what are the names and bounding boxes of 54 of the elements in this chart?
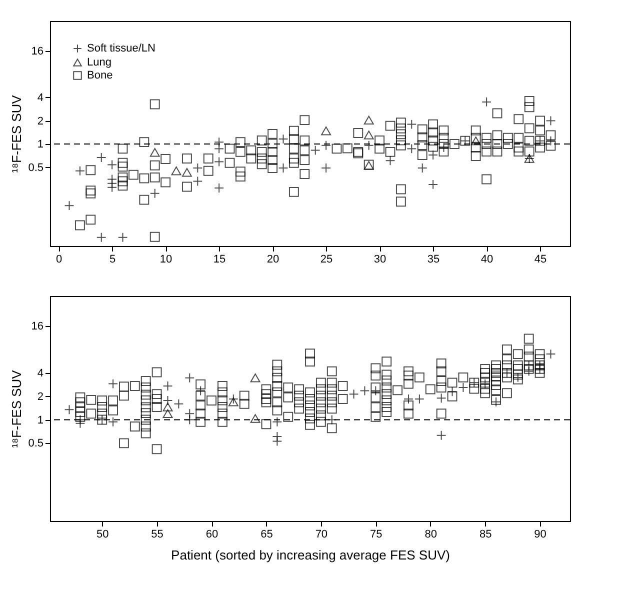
point	[364, 160, 374, 170]
y-tick-label: 4	[37, 92, 44, 104]
x-tick-label: 20	[266, 254, 280, 266]
point	[534, 364, 545, 374]
point	[524, 360, 534, 370]
y-tick-label: 16	[31, 45, 44, 58]
x-tick-label: 15	[213, 254, 226, 266]
point	[162, 409, 173, 418]
point	[321, 126, 332, 136]
point	[534, 360, 545, 370]
x-tick-label: 70	[315, 528, 328, 540]
x-tick-label: 50	[96, 528, 109, 540]
point	[470, 136, 481, 146]
point	[150, 148, 160, 157]
y-tick-label: 0.5	[28, 438, 44, 450]
x-tick-label: 40	[480, 254, 494, 266]
x-tick-label: 10	[160, 254, 172, 266]
x-tick-label: 90	[534, 528, 546, 540]
x-tick-label: 35	[427, 254, 440, 266]
legend-label: Lung	[87, 56, 112, 68]
point	[250, 373, 260, 382]
point	[97, 414, 108, 425]
y-axis-title: ¹⁸F-FES SUV	[9, 370, 24, 448]
x-axis-title: Patient (sorted by increasing average FES SUV)	[171, 548, 450, 562]
point	[182, 168, 192, 177]
x-tick-label: 25	[320, 254, 333, 266]
y-tick-label: 2	[37, 115, 44, 128]
point	[162, 402, 173, 412]
y-tick-label: 4	[37, 367, 44, 380]
y-tick-label: 1	[37, 138, 44, 151]
x-tick-label: 45	[534, 254, 547, 266]
legend-label: Soft tissue/LN	[87, 42, 156, 54]
x-tick-label: 85	[479, 528, 492, 540]
point	[171, 166, 182, 176]
x-tick-label: 5	[109, 254, 116, 266]
legend-label: Bone	[87, 70, 113, 82]
point	[364, 130, 374, 140]
y-tick-label: 16	[31, 320, 44, 333]
point	[364, 116, 374, 124]
x-tick-label: 65	[260, 528, 273, 540]
x-tick-label: 75	[370, 528, 382, 540]
x-tick-label: 55	[151, 528, 164, 540]
y-tick-label: 2	[37, 390, 44, 403]
point	[228, 397, 238, 406]
y-axis-title: ¹⁸F-FES SUV	[9, 94, 24, 173]
x-tick-label: 60	[206, 528, 218, 540]
x-tick-label: 80	[424, 528, 437, 540]
point	[469, 378, 480, 388]
x-tick-label: 0	[56, 254, 62, 266]
point	[250, 414, 260, 423]
y-tick-label: 0.5	[28, 162, 44, 174]
y-tick-label: 1	[37, 414, 44, 426]
x-tick-label: 30	[374, 254, 386, 266]
point	[460, 136, 470, 146]
